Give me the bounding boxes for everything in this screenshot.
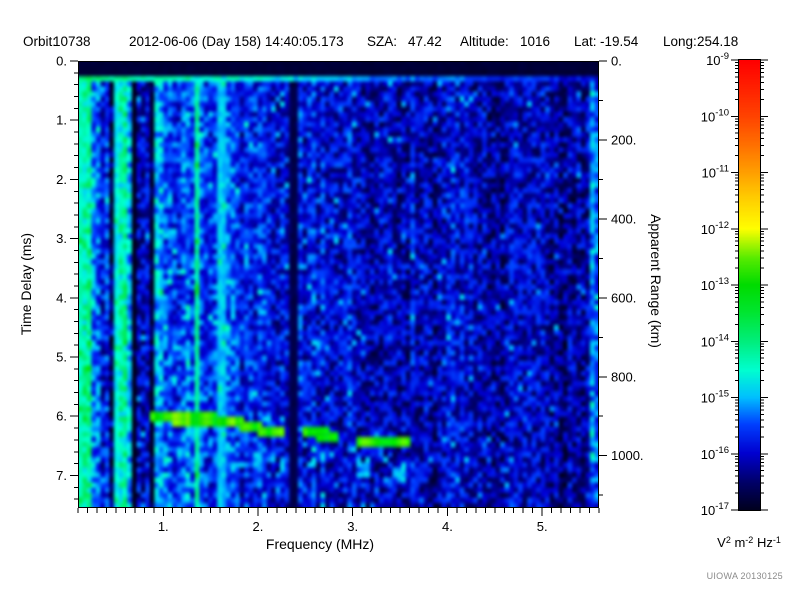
sza-label: SZA: xyxy=(367,34,398,49)
x-tick-label: 5. xyxy=(537,519,548,534)
unit-m-exp: -2 xyxy=(745,535,754,545)
y-left-tick-label: 3. xyxy=(56,231,67,246)
orbit-label: Orbit: xyxy=(23,34,57,49)
long-label: Long: xyxy=(663,34,697,49)
colorbar-tick-label: 10-15 xyxy=(701,389,729,406)
colorbar-tick-label: 10-10 xyxy=(701,107,729,124)
spectrogram-canvas xyxy=(78,61,599,508)
unit-v-exp: 2 xyxy=(725,535,731,545)
y-axis-right-title: Apparent Range (km) xyxy=(648,214,664,348)
altitude-value: 1016 xyxy=(520,34,551,49)
y-left-tick-label: 6. xyxy=(56,409,67,424)
colorbar-tick-label: 10-17 xyxy=(701,501,729,518)
colorbar-tick-label: 10-13 xyxy=(701,276,729,293)
y-left-tick-label: 0. xyxy=(56,54,67,69)
x-tick-label: 4. xyxy=(442,519,453,534)
y-right-tick-label: 1000. xyxy=(611,448,644,463)
y-right-tick-label: 0. xyxy=(611,54,622,69)
x-tick-label: 3. xyxy=(347,519,358,534)
lat-label: Lat: xyxy=(574,34,597,49)
y-right-tick-label: 600. xyxy=(611,290,636,305)
colorbar-tick-label: 10-9 xyxy=(706,51,729,68)
x-axis-title: Frequency (MHz) xyxy=(265,536,375,552)
sza-value: 47.42 xyxy=(408,34,442,49)
y-right-tick-label: 200. xyxy=(611,132,636,147)
colorbar-tick-label: 10-16 xyxy=(701,445,729,462)
y-left-tick-label: 5. xyxy=(56,350,67,365)
lat-value: -19.54 xyxy=(600,34,639,49)
unit-hz-exp: -1 xyxy=(772,535,781,545)
colorbar-tick-label: 10-11 xyxy=(702,164,730,181)
y-left-tick-label: 7. xyxy=(56,468,67,483)
colorbar-gradient xyxy=(738,59,761,511)
y-right-tick-label: 400. xyxy=(611,211,636,226)
colorbar-tick-label: 10-12 xyxy=(701,220,729,237)
colorbar-tick-label: 10-14 xyxy=(701,332,729,349)
y-left-tick-label: 2. xyxy=(56,172,67,187)
altitude-label: Altitude: xyxy=(460,34,509,49)
x-tick-label: 2. xyxy=(253,519,264,534)
colorbar-unit-label: V2 m-2 Hz-1 xyxy=(717,535,781,550)
x-tick-label: 1. xyxy=(158,519,169,534)
orbit-value: 10738 xyxy=(53,34,91,49)
y-right-tick-label: 800. xyxy=(611,369,636,384)
y-left-tick-label: 1. xyxy=(56,113,67,128)
credit-text: UIOWA 20130125 xyxy=(706,571,783,581)
datetime-text: 2012-06-06 (Day 158) 14:40:05.173 xyxy=(129,34,344,49)
y-axis-left-title: Time Delay (ms) xyxy=(18,232,34,336)
unit-m: m xyxy=(734,535,746,550)
long-value: 254.18 xyxy=(697,34,739,49)
unit-hz: Hz xyxy=(756,535,773,550)
y-left-tick-label: 4. xyxy=(56,290,67,305)
unit-v: V xyxy=(717,535,726,550)
